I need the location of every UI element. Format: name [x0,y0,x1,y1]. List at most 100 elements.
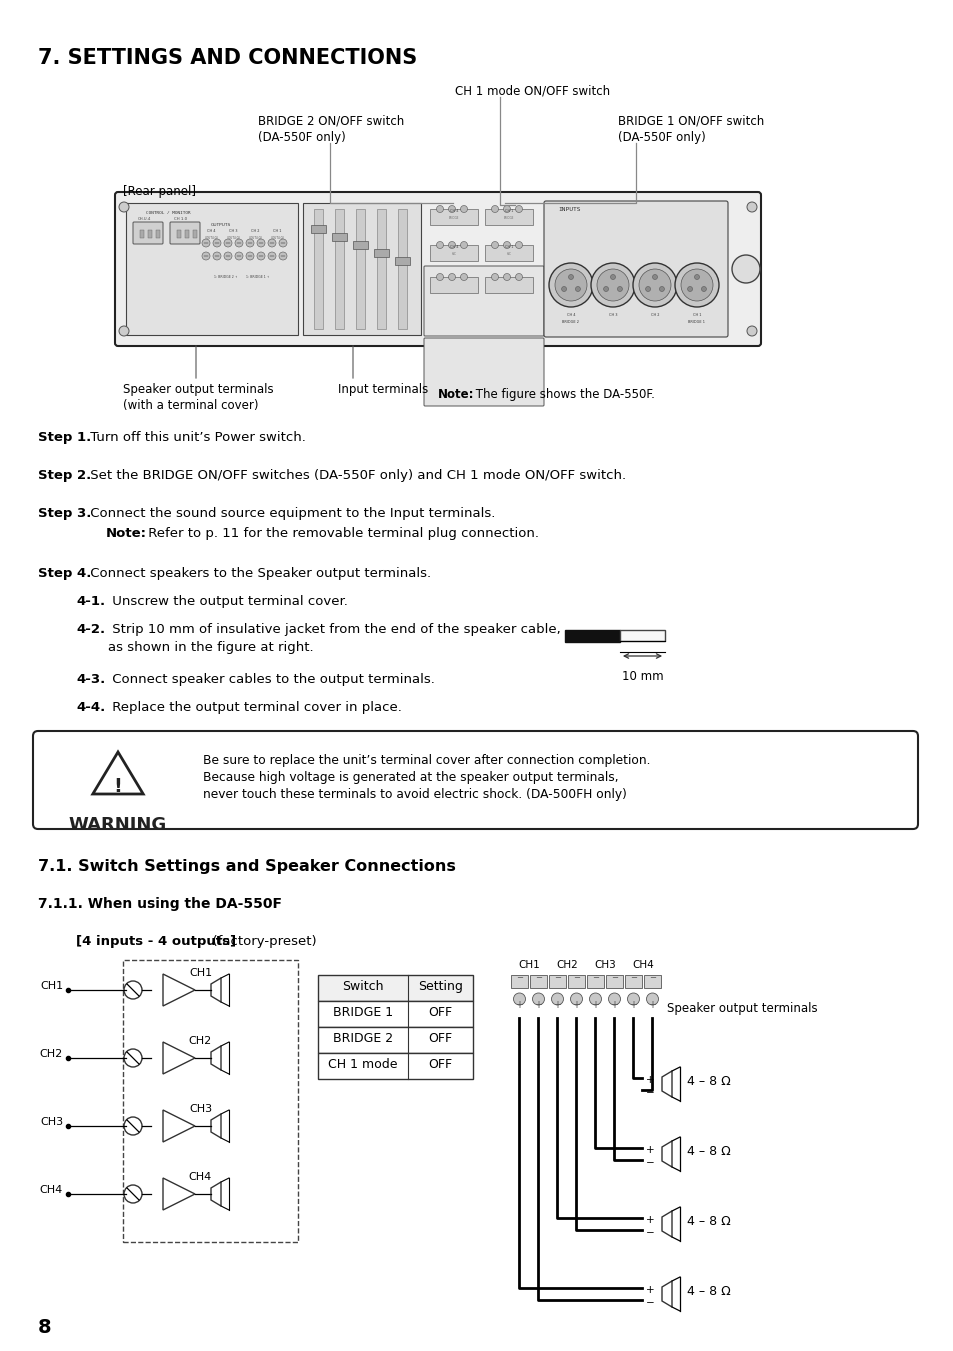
Circle shape [597,269,628,301]
Text: CH 1: CH 1 [273,230,281,232]
Circle shape [700,286,705,292]
Text: The figure shows the DA-550F.: The figure shows the DA-550F. [472,388,654,401]
Circle shape [575,286,579,292]
Bar [484,277,533,293]
Text: Connect speaker cables to the output terminals.: Connect speaker cables to the output ter… [108,673,435,686]
Text: −: − [516,973,522,982]
Circle shape [513,993,525,1005]
Text: CH2: CH2 [189,1036,212,1046]
Polygon shape [211,978,221,1002]
Text: as shown in the figure at right.: as shown in the figure at right. [108,640,314,654]
Text: 7.1. Switch Settings and Speaker Connections: 7.1. Switch Settings and Speaker Connect… [38,859,456,874]
Text: +: + [629,1000,637,1011]
Bar [605,975,622,988]
Text: never touch these terminals to avoid electric shock. (DA-500FH only): never touch these terminals to avoid ele… [203,788,626,801]
Bar [185,230,189,238]
Text: OUTPUTS: OUTPUTS [211,223,231,227]
Text: −: − [629,973,637,982]
Text: CH2: CH2 [556,961,578,970]
Text: BRIDGE 2 ON/OFF switch: BRIDGE 2 ON/OFF switch [257,115,404,128]
Bar [430,277,477,293]
Bar [484,209,533,226]
Text: Speaker output terminals: Speaker output terminals [666,1002,817,1015]
Circle shape [119,203,129,212]
Circle shape [224,253,232,259]
Circle shape [515,273,522,281]
Text: !: ! [113,777,122,796]
Text: −: − [645,1158,654,1169]
Circle shape [515,205,522,212]
Circle shape [589,993,601,1005]
Text: (factory-preset): (factory-preset) [204,935,316,948]
Circle shape [202,253,210,259]
Circle shape [617,286,621,292]
Text: CH4: CH4 [40,1185,63,1196]
Circle shape [460,205,467,212]
Text: Connect speakers to the Speaker output terminals.: Connect speakers to the Speaker output t… [86,567,431,580]
Bar [123,961,297,1242]
Bar [397,209,407,330]
Circle shape [246,253,253,259]
Circle shape [491,205,498,212]
Polygon shape [211,1046,221,1070]
Bar [430,209,477,226]
Text: (OUT4 Ω): (OUT4 Ω) [226,236,239,240]
Bar [395,257,410,265]
FancyBboxPatch shape [132,222,163,245]
Circle shape [119,326,129,336]
Bar [126,203,297,335]
Circle shape [460,242,467,249]
Text: (OUT4 Ω): (OUT4 Ω) [204,236,217,240]
Circle shape [515,242,522,249]
Text: OFF: OFF [428,1058,452,1071]
Text: +: + [645,1215,654,1225]
Circle shape [687,286,692,292]
Text: CH 3: CH 3 [229,230,237,232]
Text: [4 inputs - 4 outputs]: [4 inputs - 4 outputs] [76,935,236,948]
Polygon shape [661,1071,671,1097]
Text: CH.U.4: CH.U.4 [137,218,151,222]
Circle shape [675,263,719,307]
Circle shape [278,239,287,247]
Text: BRIDGE: BRIDGE [503,216,514,220]
Polygon shape [163,1042,194,1074]
FancyBboxPatch shape [115,192,760,346]
Polygon shape [661,1210,671,1238]
Text: +: + [515,1000,523,1011]
FancyBboxPatch shape [423,266,543,336]
Circle shape [608,993,619,1005]
Text: −: − [645,1228,654,1238]
Text: CH 1 mode ON/OFF switch: CH 1 mode ON/OFF switch [455,85,610,99]
Text: 4-4.: 4-4. [76,701,105,713]
Text: CONTROL / MONITOR: CONTROL / MONITOR [146,211,190,215]
Text: +: + [645,1075,654,1085]
Circle shape [570,993,582,1005]
Text: BRIDGE 1 ON/OFF switch: BRIDGE 1 ON/OFF switch [618,115,763,128]
Text: −: − [610,973,618,982]
Text: CH 1: CH 1 [692,313,700,317]
Bar [511,975,527,988]
Text: 4 – 8 Ω: 4 – 8 Ω [686,1215,730,1228]
Circle shape [436,273,443,281]
Text: CH 2: CH 2 [650,313,659,317]
Circle shape [639,269,670,301]
Circle shape [268,239,275,247]
Circle shape [213,253,221,259]
Circle shape [436,242,443,249]
Text: H-C: H-C [451,253,456,255]
Bar [303,203,420,335]
Text: OFF: OFF [428,1032,452,1046]
Polygon shape [661,1142,671,1167]
Text: Input terminals: Input terminals [337,382,428,396]
Text: 4 – 8 Ω: 4 – 8 Ω [686,1285,730,1298]
Circle shape [448,205,455,212]
Text: CH 1: CH 1 [504,209,513,213]
Circle shape [532,993,544,1005]
Text: Unscrew the output terminal cover.: Unscrew the output terminal cover. [108,594,348,608]
FancyBboxPatch shape [170,222,200,245]
Text: −: − [554,973,560,982]
Bar [586,975,603,988]
Text: WARNING: WARNING [69,816,167,834]
Circle shape [503,273,510,281]
Text: CH 4: CH 4 [449,245,457,249]
